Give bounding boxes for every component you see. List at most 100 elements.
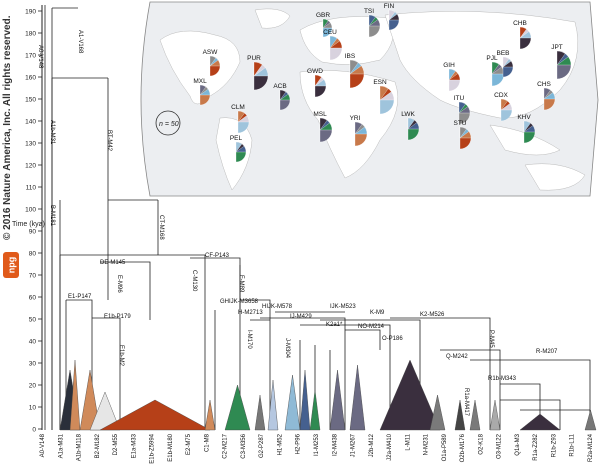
axis-tick-label: 120 (25, 163, 36, 170)
tree-branch (500, 399, 561, 430)
leaf-label: E1b-M180 (168, 433, 174, 461)
axis-tick-label: 170 (25, 53, 36, 60)
branch-label: A1-V168 (77, 30, 83, 54)
pie-gbr: GBR (316, 12, 333, 38)
clade-triangle (519, 413, 561, 431)
clade-triangle (267, 379, 279, 431)
pie-slice (459, 126, 467, 139)
north-america (159, 30, 241, 105)
pie-label: ACB (273, 83, 286, 90)
branch-label: BT-M42 (106, 130, 112, 152)
pie-gwd: GWD (307, 68, 327, 98)
branch-label: K-M9 (370, 310, 385, 316)
branch-label: IJK-M523 (330, 304, 356, 310)
leaf-label: O3-M122 (497, 433, 503, 459)
leaf-label: R2a-M124 (588, 433, 594, 462)
pie-yri: YRI (350, 115, 368, 147)
pie-pel: PEL (230, 135, 247, 163)
leaf-label: D2-M55 (113, 433, 119, 455)
pie-slice (349, 59, 359, 75)
pie-label: MXL (193, 78, 207, 85)
clade-triangle (454, 399, 466, 431)
pie-asw: ASW (203, 49, 221, 77)
branch-label: Q-M242 (446, 354, 468, 360)
y-chromosome-tree (44, 5, 591, 430)
branch-label: H-M2713 (238, 310, 263, 316)
clade-triangle (584, 409, 597, 431)
pie-slice (500, 98, 508, 111)
pie-label: KHV (517, 114, 531, 121)
leaf-label: A1b-M118 (77, 433, 83, 461)
leaf-label: C2-M217 (223, 433, 229, 458)
pie-gih: GIH (443, 62, 461, 92)
branch-label: B-M181 (49, 205, 55, 227)
leaf-label: R1b-L11 (570, 433, 576, 456)
branch-label: NO-M214 (358, 324, 385, 330)
axis-tick-label: 140 (25, 119, 36, 126)
pie-label: PEL (230, 135, 243, 142)
pie-ibs: IBS (345, 53, 365, 89)
pie-slice (354, 121, 363, 135)
branch-label: F-M89 (238, 275, 244, 293)
branch-label: E1-P147 (68, 294, 92, 300)
tree-branch (345, 329, 381, 350)
clade-triangle (99, 399, 211, 431)
leaf-label: B2-M182 (95, 433, 101, 458)
clade-triangle (224, 384, 251, 431)
branch-label: O-P186 (382, 336, 403, 342)
pie-label: STU (454, 120, 467, 127)
africa (299, 70, 399, 179)
pie-itu: ITU (454, 95, 471, 125)
pie-label: PJL (486, 55, 498, 62)
clade-triangle (284, 374, 301, 431)
axis-tick-label: 20 (29, 383, 37, 390)
axis-tick-label: 50 (29, 317, 37, 324)
axis-tick-label: 90 (29, 229, 37, 236)
pie-label: CDX (494, 92, 508, 99)
leaf-label: N-M231 (424, 433, 430, 455)
leaf-label: A1a-M31 (58, 433, 64, 458)
population-pies: ASW PUR ACB MXL CLM PEL GBR CEU FIN TSI IBS GWD MSL Y… (193, 3, 572, 163)
pie-label: IBS (345, 53, 356, 60)
leaf-label: H2-P96 (296, 433, 302, 454)
axis-tick-label: 160 (25, 75, 36, 82)
leaf-label: O1a-P589 (442, 433, 448, 461)
pie-slice (458, 101, 466, 114)
pie-mxl: MXL (193, 78, 211, 106)
time-axis: Time (kya) 0 10 20 30 40 50 60 70 80 90 100 110 120 1… (12, 5, 45, 434)
pie-acb: ACB (273, 83, 291, 111)
branch-label: CF-P143 (205, 253, 230, 259)
leaf-label: H1-M52 (277, 433, 283, 455)
clade-triangles (59, 359, 597, 431)
clade-triangle (469, 399, 481, 431)
branch-label: E1b-P179 (104, 314, 131, 320)
pie-slice (319, 117, 328, 131)
clade-triangle (379, 359, 441, 431)
leaf-label: R1b-Z93 (551, 433, 557, 457)
pie-label: FIN (384, 3, 395, 10)
pie-label: GBR (316, 12, 330, 19)
pie-label: CHS (537, 81, 551, 88)
pie-label: YRI (350, 115, 361, 122)
pie-tsi: TSI (364, 8, 381, 38)
branch-label: IJ-M429 (290, 314, 312, 320)
pie-slice (543, 87, 551, 100)
leaf-label: O2b-M176 (460, 433, 466, 462)
branch-labels: A1-V168 A0-V148 A1b-M31 BT-M42 B-M181 CT-M168… (37, 30, 558, 417)
tree-branch (440, 349, 501, 430)
clade-triangle (309, 389, 321, 431)
pie-slice (199, 84, 207, 96)
clade-triangle (329, 369, 346, 431)
branch-label: E1b-M2 (118, 345, 124, 367)
tree-branch (100, 261, 151, 320)
leaf-label: O2-K18 (478, 433, 484, 454)
pie-msl: MSL (313, 111, 333, 143)
branch-label: GHIJK-M3658 (220, 299, 259, 305)
axis-tick-label: 40 (29, 339, 37, 346)
pie-ceu: CEU (323, 29, 343, 61)
pie-label: CLM (231, 104, 245, 111)
branch-label: K2a1* (326, 322, 343, 328)
pie-pjl: PJL (486, 55, 505, 87)
pie-fin: FIN (384, 3, 400, 31)
axis-tick-label: 130 (25, 141, 36, 148)
